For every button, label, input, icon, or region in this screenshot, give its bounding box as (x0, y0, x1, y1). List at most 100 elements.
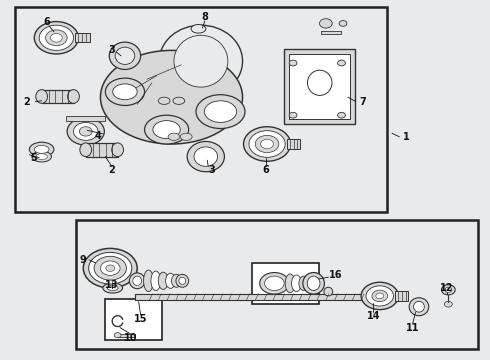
Ellipse shape (68, 90, 79, 103)
Bar (86, 143, 118, 157)
Circle shape (441, 285, 455, 295)
Bar (135, 294, 402, 300)
Bar (287, 139, 300, 149)
Text: 2: 2 (108, 165, 115, 175)
Bar (252, 263, 318, 304)
Ellipse shape (299, 276, 309, 291)
Ellipse shape (176, 274, 189, 287)
Bar (289, 54, 350, 119)
Circle shape (366, 286, 393, 306)
Bar (66, 116, 105, 121)
Circle shape (261, 139, 273, 149)
Ellipse shape (107, 285, 118, 291)
Text: 8: 8 (201, 12, 208, 22)
Ellipse shape (34, 145, 49, 153)
Circle shape (50, 33, 62, 42)
Circle shape (339, 21, 347, 26)
Circle shape (255, 135, 279, 153)
Circle shape (89, 252, 132, 284)
Ellipse shape (115, 47, 135, 64)
Ellipse shape (303, 273, 324, 294)
Circle shape (106, 265, 115, 271)
Ellipse shape (196, 95, 245, 129)
Text: 11: 11 (406, 323, 419, 333)
Circle shape (94, 256, 126, 280)
Ellipse shape (172, 274, 181, 287)
Circle shape (79, 127, 92, 136)
Ellipse shape (36, 90, 48, 103)
Bar (321, 31, 341, 34)
Text: 16: 16 (329, 270, 343, 280)
Ellipse shape (204, 101, 237, 122)
Ellipse shape (180, 133, 192, 140)
Ellipse shape (133, 276, 142, 285)
Ellipse shape (153, 121, 180, 139)
Text: 1: 1 (403, 132, 410, 142)
Circle shape (372, 290, 388, 302)
Ellipse shape (174, 35, 228, 87)
Ellipse shape (112, 143, 123, 157)
Circle shape (289, 112, 297, 118)
Circle shape (74, 122, 98, 140)
Ellipse shape (158, 97, 170, 104)
Text: 7: 7 (359, 96, 366, 107)
Ellipse shape (109, 42, 141, 69)
Circle shape (46, 30, 67, 46)
Circle shape (265, 276, 284, 291)
Text: 13: 13 (105, 280, 119, 290)
Circle shape (338, 112, 345, 118)
Ellipse shape (292, 275, 301, 292)
Bar (118, 334, 135, 337)
Text: 3: 3 (208, 165, 215, 175)
Circle shape (445, 287, 452, 292)
Ellipse shape (80, 143, 92, 157)
Circle shape (376, 293, 384, 299)
Text: 12: 12 (440, 283, 454, 293)
Text: 6: 6 (262, 165, 269, 175)
Ellipse shape (194, 147, 218, 166)
Ellipse shape (29, 142, 54, 157)
Ellipse shape (105, 78, 145, 105)
Bar (42, 90, 74, 103)
Circle shape (444, 301, 452, 307)
Ellipse shape (324, 287, 333, 296)
Ellipse shape (113, 84, 137, 100)
Ellipse shape (173, 97, 185, 104)
Bar (15, 7, 387, 212)
Ellipse shape (36, 154, 48, 159)
Circle shape (83, 248, 137, 288)
Ellipse shape (187, 141, 224, 172)
Circle shape (260, 273, 289, 294)
Circle shape (39, 25, 74, 50)
Circle shape (338, 60, 345, 66)
Text: 3: 3 (108, 45, 115, 55)
Ellipse shape (158, 272, 168, 289)
Circle shape (114, 333, 121, 338)
Ellipse shape (144, 270, 153, 292)
Bar (75, 33, 90, 42)
Ellipse shape (285, 274, 295, 293)
Ellipse shape (145, 115, 189, 144)
Text: 2: 2 (24, 96, 30, 107)
Ellipse shape (151, 271, 161, 291)
Ellipse shape (129, 273, 145, 289)
Ellipse shape (409, 298, 429, 316)
Ellipse shape (307, 276, 320, 291)
Ellipse shape (32, 151, 51, 162)
Text: 10: 10 (124, 333, 138, 343)
Ellipse shape (103, 283, 122, 293)
Bar (284, 49, 355, 124)
Ellipse shape (166, 273, 175, 288)
Ellipse shape (414, 301, 424, 312)
Ellipse shape (168, 133, 180, 140)
Ellipse shape (159, 25, 243, 97)
Bar (395, 291, 408, 301)
Bar (105, 299, 162, 340)
Ellipse shape (100, 50, 243, 144)
Circle shape (34, 22, 78, 54)
Ellipse shape (305, 277, 315, 289)
Text: 6: 6 (43, 17, 50, 27)
Bar (76, 220, 478, 349)
Circle shape (67, 118, 104, 145)
Circle shape (319, 19, 332, 28)
